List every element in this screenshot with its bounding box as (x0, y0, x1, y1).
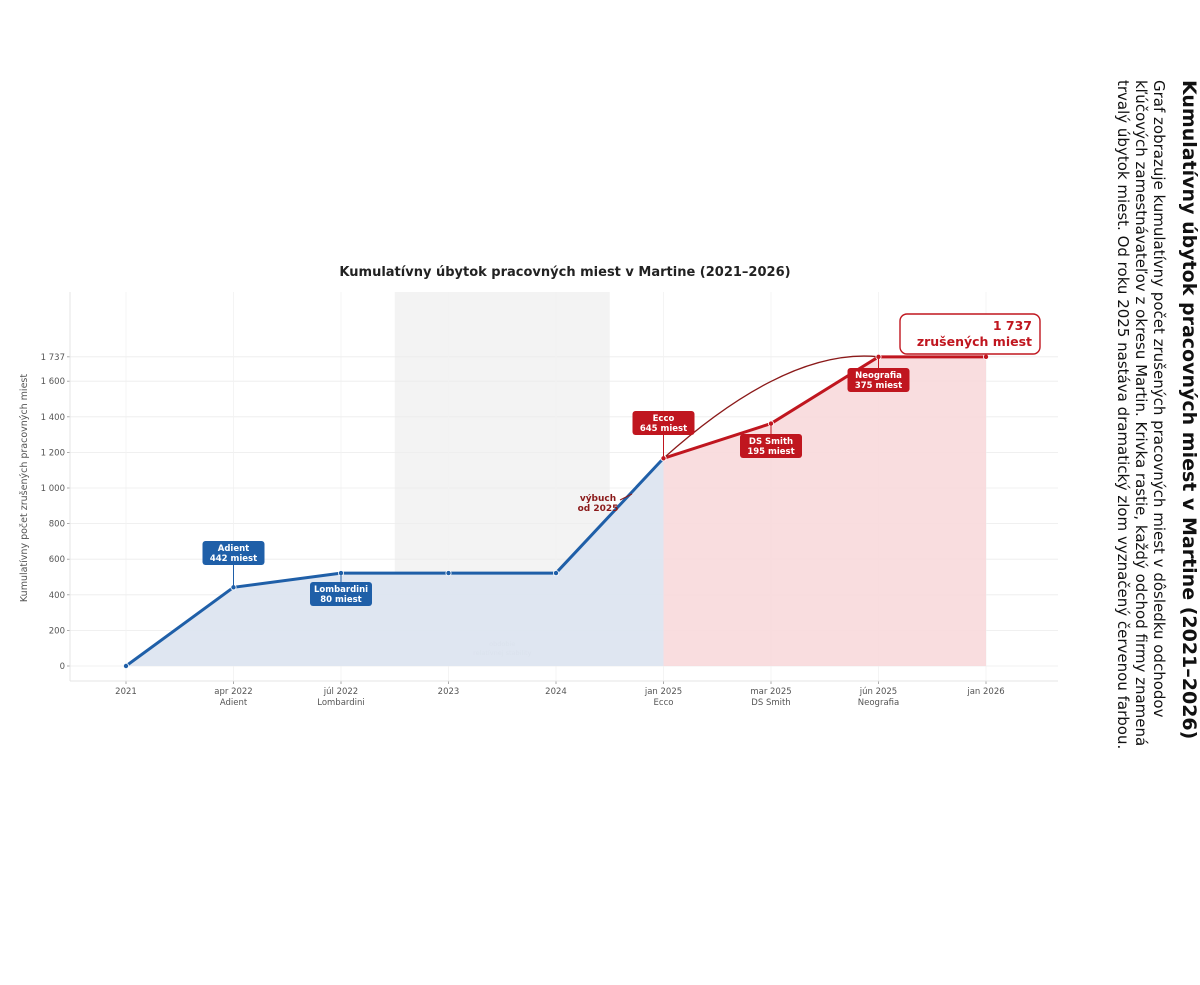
event-label-value: 442 miest (210, 554, 257, 564)
x-tick-label: jún 2025 (859, 687, 897, 697)
y-tick-label: 1 200 (41, 448, 65, 458)
series-line (663, 355, 986, 460)
x-tick-sublabel: Adient (220, 698, 248, 708)
event-label-value: 645 miest (640, 424, 687, 434)
data-point (123, 663, 130, 670)
x-tick-label: apr 2022 (214, 687, 252, 697)
x-tick-label: 2021 (115, 687, 137, 697)
event-label-value: 195 miest (747, 447, 794, 457)
x-tick-label: jan 2025 (644, 687, 682, 697)
y-tick-label: 400 (49, 591, 65, 601)
y-tick-label: 1 600 (41, 377, 65, 387)
event-label-name: Ecco (653, 414, 675, 424)
event-label-name: Lombardini (314, 585, 368, 595)
event-label-value: 80 miest (320, 595, 361, 605)
axis-layer: 0 200 400 600 800 1 000 1 200 1 400 1 600 1 737 20… (41, 292, 1058, 708)
event-label-name: Neografia (855, 371, 902, 381)
y-axis-label: Kumulatívny počet zrušených pracovných m… (19, 374, 30, 602)
total-annotation-value: 1 737 (993, 318, 1032, 333)
side-panel: Kumulatívny úbytok pracovných miest v Ma… (1070, 80, 1200, 780)
y-tick-label: 600 (49, 555, 65, 565)
y-tick-label: 1 400 (41, 413, 65, 423)
total-annotation-box (899, 313, 1041, 355)
event-label-box (310, 582, 372, 606)
event-label-name: DS Smith (749, 437, 793, 447)
series-line (125, 457, 665, 668)
chart-title: Kumulatívny úbytok pracovných miest v Ma… (339, 265, 790, 280)
event-label-box (202, 541, 265, 565)
x-tick-label: 2023 (438, 687, 460, 697)
y-tick-label: 800 (49, 520, 65, 530)
y-tick-label: 200 (49, 626, 65, 636)
event-label-name: Adient (218, 544, 249, 554)
series-area (663, 356, 986, 666)
data-point (553, 570, 560, 577)
x-tick-sublabel: Lombardini (317, 698, 365, 708)
data-point (445, 570, 452, 577)
event-label-box (740, 434, 802, 458)
series-area (126, 458, 664, 666)
y-tick-label: 1 737 (41, 353, 65, 363)
y-tick-label: 1 000 (41, 484, 65, 494)
x-tick-label: mar 2025 (750, 687, 791, 697)
burst-annotation: od 2025 (578, 504, 619, 514)
event-label-box (847, 368, 910, 392)
data-point (983, 353, 990, 360)
x-tick-sublabel: Neografia (858, 698, 899, 708)
total-annotation-text: zrušených miest (917, 334, 1032, 349)
event-label-box (632, 411, 695, 435)
event-label-value: 375 miest (855, 381, 902, 391)
x-tick-sublabel: Ecco (654, 698, 674, 708)
burst-connector (619, 493, 633, 501)
x-tick-label: júl 2022 (323, 687, 358, 697)
side-description: Graf zobrazuje kumulatívny počet zrušený… (1114, 80, 1168, 750)
y-tick-label: 0 (60, 662, 65, 672)
x-tick-sublabel: DS Smith (751, 698, 790, 708)
cumulative-jobs-chart: Kumulatívny úbytok pracovných miest v Ma… (19, 265, 1058, 708)
x-tick-label: jan 2026 (966, 687, 1004, 697)
x-tick-label: 2024 (545, 687, 567, 697)
burst-annotation: výbuch (580, 494, 616, 504)
side-title: Kumulatívny úbytok pracovných miest v Ma… (1178, 80, 1200, 740)
